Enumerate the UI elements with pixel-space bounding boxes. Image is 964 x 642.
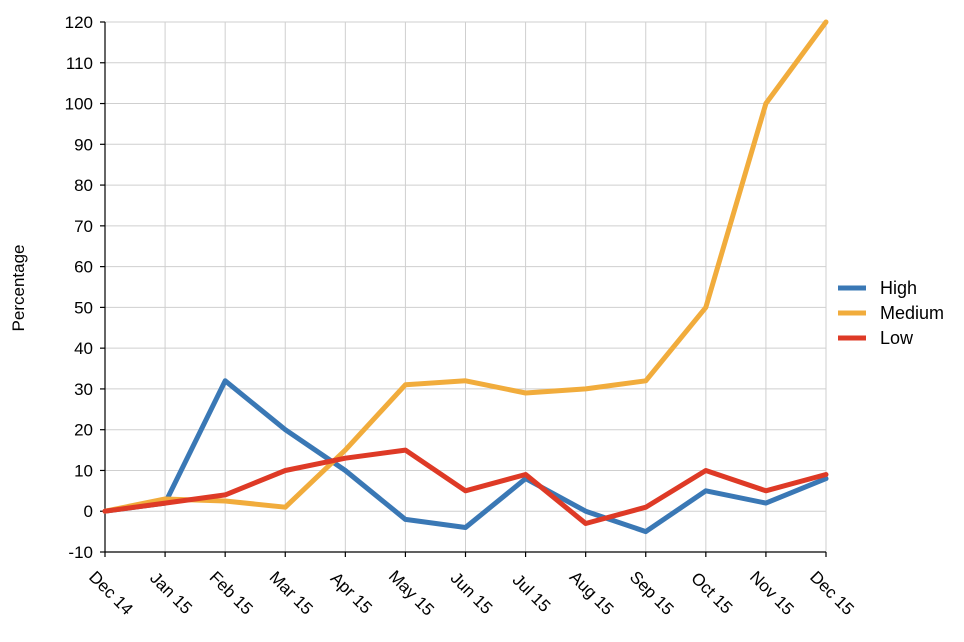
series [102,19,829,535]
grid [104,21,827,553]
x-tick-label: Dec 14 [85,567,137,619]
y-tick-label: -10 [68,543,93,562]
axes [100,21,827,557]
series-line-high [102,378,829,535]
series-line-low [102,447,829,526]
y-tick-label: 120 [65,13,93,32]
x-tick-label: Apr 15 [327,569,376,618]
x-tick-labels: Dec 14 Jan 15 Feb 15 Mar 15 Apr 15 May 15 Jun … [85,567,858,620]
legend-label-low: Low [880,328,914,348]
legend-label-medium: Medium [880,303,944,323]
y-tick-label: 30 [74,380,93,399]
y-tick-label: 50 [74,298,93,317]
legend: High Medium Low [838,278,944,348]
x-tick-label: Oct 15 [687,569,736,618]
y-tick-label: 10 [74,461,93,480]
x-tick-label: Sep 15 [626,567,678,619]
y-tick-label: 20 [74,421,93,440]
y-tick-label: 0 [84,502,93,521]
x-tick-label: Feb 15 [206,568,257,619]
series-line-medium [102,19,829,514]
y-tick-label: 110 [66,54,93,73]
x-tick-label: Jun 15 [447,568,497,618]
y-axis-label: Percentage [9,245,28,332]
legend-label-high: High [880,278,917,298]
y-tick-label: 90 [74,135,93,154]
x-tick-label: Jul 15 [509,570,555,616]
y-tick-label: 80 [74,176,93,195]
y-tick-label: 70 [74,217,93,236]
x-tick-label: May 15 [385,567,438,620]
x-tick-label: Jan 15 [146,568,196,618]
x-tick-label: Mar 15 [266,568,317,619]
x-tick-label: Aug 15 [566,567,618,619]
y-tick-labels: -10 0 10 20 30 40 50 60 70 80 90 100 110 120 [65,13,93,562]
x-tick-label: Nov 15 [746,567,798,619]
y-tick-label: 60 [74,258,93,277]
y-tick-label: 100 [65,95,93,114]
x-tick-label: Dec 15 [806,567,858,619]
y-tick-label: 40 [74,339,93,358]
